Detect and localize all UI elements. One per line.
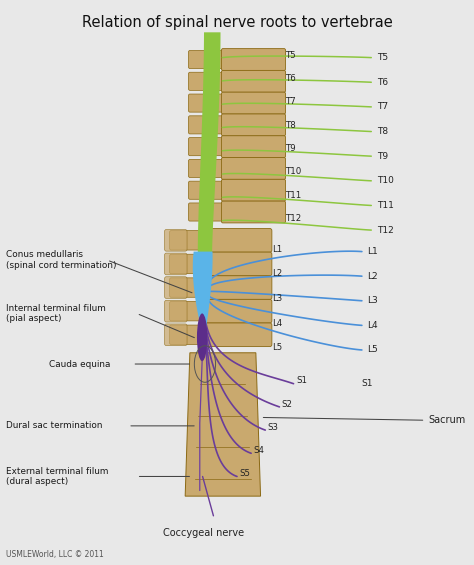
Text: S1: S1: [296, 376, 307, 385]
FancyBboxPatch shape: [170, 302, 210, 321]
FancyBboxPatch shape: [202, 252, 272, 276]
Text: T9: T9: [377, 151, 388, 160]
FancyBboxPatch shape: [170, 231, 210, 250]
Text: L4: L4: [367, 321, 378, 330]
Text: T12: T12: [377, 225, 394, 234]
FancyBboxPatch shape: [189, 72, 229, 90]
FancyBboxPatch shape: [170, 325, 210, 345]
Text: T12: T12: [286, 214, 303, 223]
FancyBboxPatch shape: [170, 254, 210, 273]
Text: L2: L2: [367, 272, 378, 281]
Text: T10: T10: [286, 167, 303, 176]
Text: T8: T8: [286, 121, 297, 130]
FancyBboxPatch shape: [189, 50, 229, 68]
Text: L5: L5: [273, 343, 283, 352]
Text: T6: T6: [286, 74, 297, 83]
Text: T11: T11: [377, 201, 394, 210]
Text: Conus medullaris
(spinal cord termination): Conus medullaris (spinal cord terminatio…: [6, 250, 117, 270]
FancyBboxPatch shape: [221, 179, 285, 201]
FancyBboxPatch shape: [221, 136, 285, 158]
Text: L2: L2: [273, 270, 283, 279]
FancyBboxPatch shape: [189, 159, 229, 177]
FancyBboxPatch shape: [189, 94, 229, 112]
Text: L3: L3: [273, 294, 283, 303]
Text: USMLEWorld, LLC © 2011: USMLEWorld, LLC © 2011: [6, 550, 104, 559]
Polygon shape: [193, 251, 212, 336]
FancyBboxPatch shape: [221, 158, 285, 179]
Text: T5: T5: [286, 51, 297, 60]
FancyBboxPatch shape: [170, 278, 210, 297]
FancyBboxPatch shape: [221, 71, 285, 92]
Polygon shape: [185, 353, 261, 496]
Text: L1: L1: [367, 247, 378, 256]
FancyBboxPatch shape: [189, 116, 229, 134]
Text: T10: T10: [377, 176, 394, 185]
Text: External terminal filum
(dural aspect): External terminal filum (dural aspect): [6, 467, 109, 486]
Text: L1: L1: [273, 245, 283, 254]
Text: L5: L5: [367, 345, 378, 354]
Text: T6: T6: [377, 78, 388, 87]
FancyBboxPatch shape: [221, 114, 285, 136]
FancyBboxPatch shape: [202, 276, 272, 299]
FancyBboxPatch shape: [202, 299, 272, 323]
Text: S3: S3: [268, 423, 279, 432]
Text: S2: S2: [282, 399, 293, 408]
Text: L3: L3: [367, 296, 378, 305]
Text: Dural sac termination: Dural sac termination: [6, 421, 102, 431]
FancyBboxPatch shape: [221, 92, 285, 114]
Text: Coccygeal nerve: Coccygeal nerve: [164, 528, 245, 538]
FancyBboxPatch shape: [221, 49, 285, 71]
Text: Relation of spinal nerve roots to vertebrae: Relation of spinal nerve roots to verteb…: [82, 15, 392, 31]
Text: S4: S4: [254, 446, 264, 455]
Text: Sacrum: Sacrum: [428, 415, 465, 425]
Text: Cauda equina: Cauda equina: [48, 359, 110, 368]
Polygon shape: [198, 32, 220, 260]
Text: Internal terminal filum
(pial aspect): Internal terminal filum (pial aspect): [6, 304, 106, 323]
Text: T9: T9: [286, 144, 297, 153]
FancyBboxPatch shape: [164, 301, 187, 322]
Text: S1: S1: [362, 379, 374, 388]
Ellipse shape: [197, 314, 207, 361]
Text: T8: T8: [377, 127, 388, 136]
FancyBboxPatch shape: [164, 253, 187, 275]
FancyBboxPatch shape: [189, 203, 229, 221]
FancyBboxPatch shape: [189, 181, 229, 199]
FancyBboxPatch shape: [164, 277, 187, 298]
FancyBboxPatch shape: [164, 324, 187, 346]
Text: S5: S5: [239, 469, 250, 478]
Text: T7: T7: [377, 102, 388, 111]
FancyBboxPatch shape: [202, 323, 272, 346]
Text: T5: T5: [377, 53, 388, 62]
FancyBboxPatch shape: [189, 138, 229, 156]
Text: T7: T7: [286, 97, 297, 106]
Text: T11: T11: [286, 190, 303, 199]
FancyBboxPatch shape: [221, 201, 285, 223]
FancyBboxPatch shape: [202, 228, 272, 252]
FancyBboxPatch shape: [164, 229, 187, 251]
Text: L4: L4: [273, 319, 283, 328]
